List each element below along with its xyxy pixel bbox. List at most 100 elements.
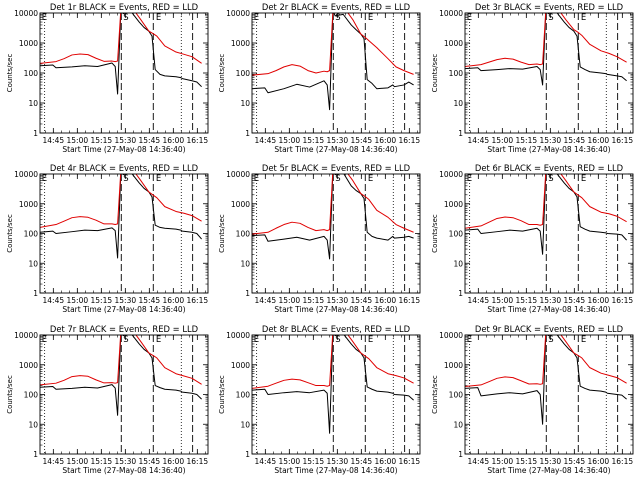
x-axis-label: Start Time (27-May-08 14:36:40)	[487, 145, 610, 154]
y-axis-label: Counts/sec	[431, 375, 439, 414]
x-tick-label: 15:30	[327, 136, 349, 145]
marker-label-e-end: E	[156, 335, 161, 345]
y-tick-label: 10	[28, 99, 38, 108]
events-series-line	[252, 13, 414, 111]
x-tick-label: 16:00	[163, 296, 185, 305]
marker-label-s: S	[123, 174, 128, 184]
marker-label-s: S	[335, 335, 340, 345]
panel-axes-frame	[39, 334, 209, 455]
y-tick-label: 100	[24, 230, 39, 239]
y-tick-label: 1000	[231, 39, 250, 48]
panel-axes-frame	[39, 12, 209, 134]
y-tick-label: 10000	[226, 170, 250, 179]
x-tick-label: 15:30	[327, 296, 349, 305]
x-axis-label: Start Time (27-May-08 14:36:40)	[62, 466, 185, 475]
marker-label-s: S	[123, 335, 128, 345]
y-tick-label: 100	[449, 69, 464, 78]
lld-series-line	[252, 13, 414, 76]
panel-axes-frame	[251, 12, 421, 134]
lld-series-line	[252, 335, 414, 389]
x-axis-label: Start Time (27-May-08 14:36:40)	[274, 466, 397, 475]
y-tick-label: 1	[458, 129, 463, 138]
detector-panel-5: Det 5r BLACK = Events, RED = LLD 1 10 100 10…	[218, 163, 421, 314]
x-tick-label: 14:45	[43, 136, 65, 145]
detector-panel-9: Det 9r BLACK = Events, RED = LLD 1 10 100 10…	[431, 324, 634, 475]
marker-label-e-start: E	[42, 13, 47, 23]
marker-label-e-end: E	[368, 335, 373, 345]
marker-label-e-start: E	[467, 13, 472, 23]
x-tick-label: 15:45	[139, 457, 161, 466]
panel-axes-frame	[464, 173, 634, 294]
x-tick-label: 15:00	[279, 136, 301, 145]
marker-label-e-end: E	[368, 13, 373, 23]
x-tick-label: 15:45	[351, 136, 373, 145]
x-tick-label: 15:30	[115, 296, 137, 305]
events-series-line	[40, 335, 202, 416]
events-series-line	[40, 13, 202, 95]
x-tick-label: 15:45	[564, 136, 586, 145]
y-tick-label: 100	[236, 391, 251, 400]
detector-panel-3: Det 3r BLACK = Events, RED = LLD 1 10 100 10…	[431, 2, 634, 154]
marker-label-e-start: E	[254, 174, 259, 184]
detector-panel-1: Det 1r BLACK = Events, RED = LLD 1 10 100 10…	[6, 2, 209, 154]
y-tick-label: 10000	[226, 9, 250, 18]
events-series-line	[252, 174, 414, 260]
x-tick-label: 15:00	[279, 457, 301, 466]
y-tick-label: 100	[24, 391, 39, 400]
x-tick-label: 14:45	[468, 457, 490, 466]
events-series-line	[40, 174, 202, 259]
y-tick-label: 1000	[19, 39, 38, 48]
y-tick-label: 1	[33, 289, 38, 298]
y-axis-label: Counts/sec	[6, 375, 14, 414]
panel-title: Det 2r BLACK = Events, RED = LLD	[262, 2, 410, 12]
lld-series-line	[40, 174, 202, 228]
marker-label-s: S	[548, 13, 553, 23]
marker-label-s: S	[335, 13, 340, 23]
y-tick-label: 100	[449, 230, 464, 239]
panel-axes-frame	[251, 173, 421, 294]
x-tick-label: 15:45	[564, 296, 586, 305]
x-tick-label: 16:00	[375, 457, 397, 466]
y-tick-label: 1000	[19, 361, 38, 370]
x-tick-label: 15:45	[139, 136, 161, 145]
marker-label-e-start: E	[254, 13, 259, 23]
panel-title: Det 5r BLACK = Events, RED = LLD	[262, 163, 410, 173]
y-tick-label: 10	[453, 420, 463, 429]
panel-title: Det 1r BLACK = Events, RED = LLD	[50, 2, 198, 12]
x-tick-label: 15:15	[516, 457, 538, 466]
y-tick-label: 1	[245, 129, 250, 138]
marker-label-e-start: E	[467, 335, 472, 345]
x-tick-label: 15:00	[67, 457, 89, 466]
x-tick-label: 15:00	[492, 136, 514, 145]
lld-series-line	[252, 174, 414, 235]
x-tick-label: 15:30	[115, 457, 137, 466]
marker-label-e-end: E	[368, 174, 373, 184]
x-tick-label: 14:45	[468, 136, 490, 145]
x-tick-label: 16:00	[375, 296, 397, 305]
y-axis-label: Counts/sec	[6, 214, 14, 253]
y-tick-label: 10	[240, 99, 250, 108]
events-series-line	[252, 335, 414, 434]
x-tick-label: 14:45	[43, 296, 65, 305]
x-axis-label: Start Time (27-May-08 14:36:40)	[487, 305, 610, 314]
panel-title: Det 9r BLACK = Events, RED = LLD	[475, 324, 623, 334]
lld-series-line	[40, 13, 202, 64]
x-tick-label: 15:30	[540, 136, 562, 145]
x-tick-label: 15:15	[516, 296, 538, 305]
x-axis-label: Start Time (27-May-08 14:36:40)	[62, 305, 185, 314]
detector-panel-2: Det 2r BLACK = Events, RED = LLD 1 10 100 10…	[218, 2, 421, 154]
y-tick-label: 1000	[444, 39, 463, 48]
marker-label-s: S	[548, 335, 553, 345]
y-tick-label: 1	[245, 289, 250, 298]
x-axis-label: Start Time (27-May-08 14:36:40)	[274, 305, 397, 314]
y-tick-label: 1000	[231, 200, 250, 209]
x-tick-label: 15:00	[67, 136, 89, 145]
x-tick-label: 15:30	[540, 296, 562, 305]
marker-label-e-end: E	[581, 335, 586, 345]
x-tick-label: 16:00	[588, 457, 610, 466]
y-tick-label: 10	[453, 99, 463, 108]
y-tick-label: 1000	[444, 200, 463, 209]
lld-series-line	[465, 13, 627, 67]
y-tick-label: 1	[33, 129, 38, 138]
